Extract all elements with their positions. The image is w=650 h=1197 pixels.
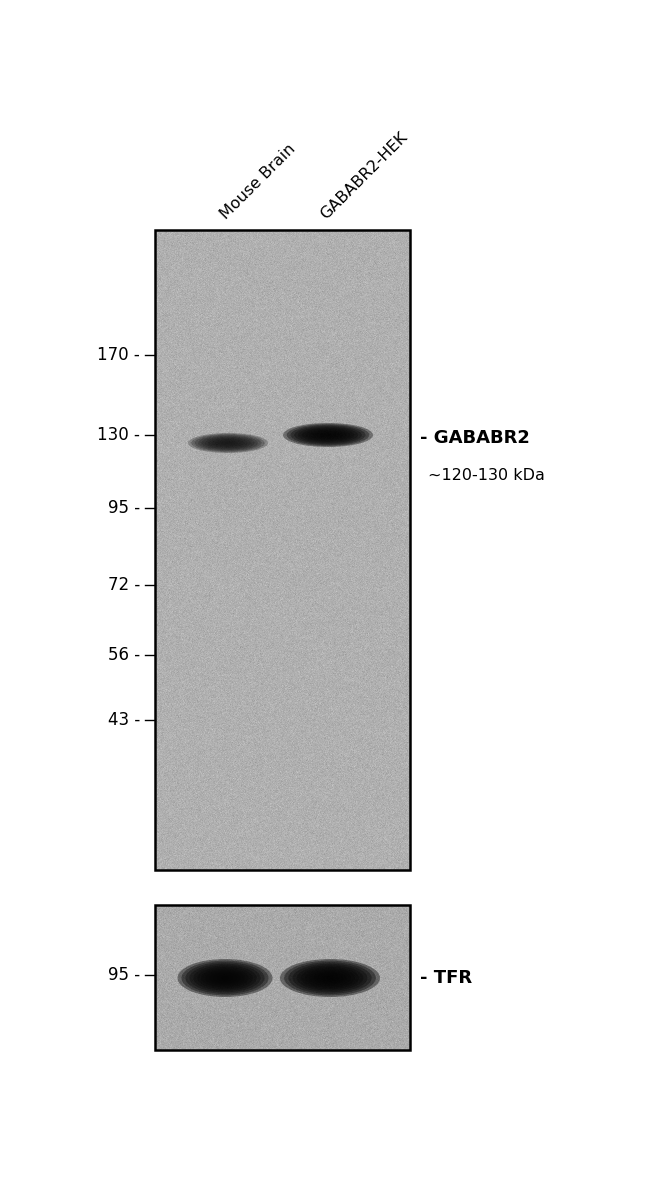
Text: Mouse Brain: Mouse Brain bbox=[217, 141, 298, 221]
Ellipse shape bbox=[218, 440, 238, 445]
Ellipse shape bbox=[305, 968, 355, 988]
Text: 72 -: 72 - bbox=[108, 576, 140, 594]
Ellipse shape bbox=[181, 960, 268, 996]
Ellipse shape bbox=[209, 972, 241, 984]
Text: GABABR2-HEK: GABABR2-HEK bbox=[317, 129, 410, 221]
Ellipse shape bbox=[217, 974, 233, 982]
Ellipse shape bbox=[189, 964, 261, 992]
Text: - TFR: - TFR bbox=[420, 970, 472, 988]
Ellipse shape bbox=[202, 968, 249, 988]
Ellipse shape bbox=[317, 973, 343, 983]
Ellipse shape bbox=[283, 423, 373, 446]
Ellipse shape bbox=[291, 425, 365, 445]
Text: 130 -: 130 - bbox=[97, 426, 140, 444]
Ellipse shape bbox=[309, 970, 351, 986]
Ellipse shape bbox=[198, 436, 258, 450]
Text: 170 -: 170 - bbox=[98, 346, 140, 364]
Ellipse shape bbox=[296, 965, 363, 991]
Ellipse shape bbox=[301, 967, 359, 989]
Ellipse shape bbox=[313, 431, 343, 439]
Ellipse shape bbox=[193, 965, 257, 991]
Text: - GABABR2: - GABABR2 bbox=[420, 429, 530, 446]
Ellipse shape bbox=[185, 962, 265, 994]
Ellipse shape bbox=[292, 964, 367, 992]
Ellipse shape bbox=[280, 959, 380, 997]
Ellipse shape bbox=[302, 429, 354, 442]
Text: 95 -: 95 - bbox=[108, 499, 140, 517]
Bar bbox=[155, 905, 410, 1050]
Ellipse shape bbox=[317, 432, 339, 438]
Ellipse shape bbox=[198, 967, 253, 989]
Ellipse shape bbox=[202, 437, 255, 450]
Ellipse shape bbox=[194, 435, 261, 451]
Ellipse shape bbox=[306, 429, 350, 440]
Ellipse shape bbox=[177, 959, 272, 997]
Ellipse shape bbox=[287, 424, 369, 446]
Ellipse shape bbox=[284, 960, 376, 996]
Text: 43 -: 43 - bbox=[108, 711, 140, 729]
Ellipse shape bbox=[289, 962, 372, 994]
Ellipse shape bbox=[188, 433, 268, 452]
Ellipse shape bbox=[205, 437, 252, 449]
Ellipse shape bbox=[320, 433, 335, 437]
Ellipse shape bbox=[191, 433, 265, 452]
Text: 56 -: 56 - bbox=[108, 646, 140, 664]
Ellipse shape bbox=[294, 426, 362, 444]
Bar bbox=[155, 230, 410, 870]
Ellipse shape bbox=[213, 973, 237, 983]
Ellipse shape bbox=[313, 972, 346, 984]
Ellipse shape bbox=[298, 427, 358, 443]
Text: ~120-130 kDa: ~120-130 kDa bbox=[428, 468, 545, 482]
Ellipse shape bbox=[211, 439, 244, 448]
Ellipse shape bbox=[322, 974, 339, 982]
Ellipse shape bbox=[309, 430, 346, 440]
Ellipse shape bbox=[205, 970, 245, 986]
Text: 95 -: 95 - bbox=[108, 966, 140, 984]
Ellipse shape bbox=[214, 439, 241, 446]
Ellipse shape bbox=[208, 438, 248, 448]
